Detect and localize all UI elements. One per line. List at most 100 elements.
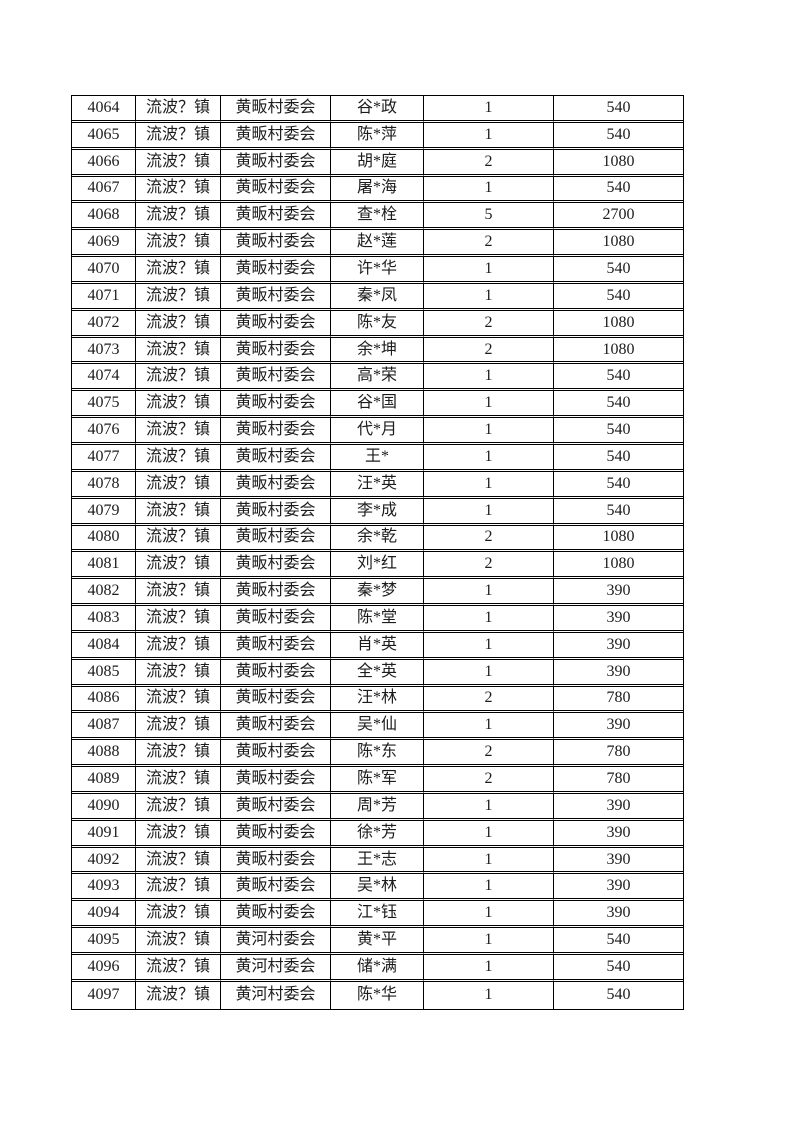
cell-serial-number: 4086: [72, 686, 136, 714]
cell-amount: 540: [554, 257, 683, 284]
table-row: 4094 流波？镇 黄畈村委会 江*钰 1 390: [72, 901, 683, 929]
cell-count: 1: [424, 820, 554, 848]
cell-amount: 1080: [554, 552, 683, 580]
cell-person-name: 陈*堂: [331, 606, 424, 633]
cell-amount: 540: [554, 472, 683, 499]
cell-person-name: 谷*政: [331, 96, 424, 123]
cell-village-committee: 黄畈村委会: [221, 659, 331, 687]
table-row: 4086 流波？镇 黄畈村委会 汪*林 2 780: [72, 686, 683, 714]
cell-person-name: 胡*庭: [331, 149, 424, 177]
cell-town: 流波？镇: [136, 176, 221, 204]
cell-serial-number: 4078: [72, 471, 136, 499]
cell-town: 流波？镇: [136, 96, 221, 123]
cell-person-name: 江*钰: [331, 901, 424, 929]
cell-count: 2: [424, 149, 554, 177]
cell-village-committee: 黄畈村委会: [221, 847, 331, 875]
cell-person-name: 储*满: [331, 955, 424, 982]
cell-serial-number: 4092: [72, 847, 136, 875]
table-row: 4067 流波？镇 黄畈村委会 屠*海 1 540: [72, 176, 683, 204]
table-row: 4077 流波？镇 黄畈村委会 王* 1 540: [72, 444, 683, 472]
cell-person-name: 汪*林: [331, 686, 424, 714]
cell-serial-number: 4074: [72, 364, 136, 392]
cell-serial-number: 4091: [72, 820, 136, 848]
cell-serial-number: 4080: [72, 525, 136, 553]
cell-serial-number: 4069: [72, 230, 136, 258]
cell-village-committee: 黄畈村委会: [221, 874, 331, 902]
cell-town: 流波？镇: [136, 122, 221, 150]
table-row: 4068 流波？镇 黄畈村委会 查*栓 5 2700: [72, 203, 683, 231]
table-row: 4087 流波？镇 黄畈村委会 吴*仙 1 390: [72, 713, 683, 741]
cell-serial-number: 4082: [72, 579, 136, 607]
table-row: 4082 流波？镇 黄畈村委会 秦*梦 1 390: [72, 579, 683, 607]
cell-village-committee: 黄畈村委会: [221, 203, 331, 231]
cell-person-name: 秦*凤: [331, 283, 424, 311]
cell-village-committee: 黄畈村委会: [221, 820, 331, 848]
cell-town: 流波？镇: [136, 847, 221, 875]
cell-village-committee: 黄畈村委会: [221, 310, 331, 338]
cell-town: 流波？镇: [136, 418, 221, 445]
cell-person-name: 余*坤: [331, 337, 424, 365]
cell-person-name: 余*乾: [331, 525, 424, 553]
cell-count: 1: [424, 659, 554, 687]
cell-village-committee: 黄畈村委会: [221, 579, 331, 607]
cell-serial-number: 4067: [72, 176, 136, 204]
cell-person-name: 屠*海: [331, 176, 424, 204]
table-row: 4079 流波？镇 黄畈村委会 李*成 1 540: [72, 498, 683, 526]
cell-amount: 390: [554, 633, 683, 660]
cell-count: 2: [424, 337, 554, 365]
cell-village-committee: 黄畈村委会: [221, 96, 331, 123]
cell-serial-number: 4097: [72, 981, 136, 1009]
table-row: 4096 流波？镇 黄河村委会 储*满 1 540: [72, 955, 683, 982]
cell-count: 1: [424, 901, 554, 929]
cell-village-committee: 黄畈村委会: [221, 471, 331, 499]
table-row: 4069 流波？镇 黄畈村委会 赵*莲 2 1080: [72, 230, 683, 258]
cell-village-committee: 黄畈村委会: [221, 230, 331, 258]
cell-serial-number: 4065: [72, 122, 136, 150]
cell-count: 1: [424, 606, 554, 633]
table-row: 4083 流波？镇 黄畈村委会 陈*堂 1 390: [72, 606, 683, 633]
cell-amount: 1080: [554, 338, 683, 365]
cell-village-committee: 黄畈村委会: [221, 793, 331, 821]
cell-count: 1: [424, 96, 554, 123]
cell-person-name: 高*荣: [331, 364, 424, 392]
cell-village-committee: 黄畈村委会: [221, 122, 331, 150]
cell-serial-number: 4073: [72, 337, 136, 365]
cell-person-name: 王*: [331, 444, 424, 472]
cell-count: 1: [424, 283, 554, 311]
cell-count: 1: [424, 579, 554, 607]
cell-amount: 540: [554, 418, 683, 445]
cell-person-name: 谷*国: [331, 391, 424, 419]
cell-amount: 540: [554, 391, 683, 419]
cell-amount: 540: [606, 986, 631, 1004]
cell-town: 流波？镇: [136, 552, 221, 580]
cell-person-name: 陈*华: [331, 981, 424, 1009]
cell-village-committee: 黄畈村委会: [221, 364, 331, 392]
cell-village-committee: 黄河村委会: [221, 928, 331, 955]
cell-person-name: 刘*红: [331, 552, 424, 580]
cell-town: 流波？镇: [136, 901, 221, 929]
cell-amount: 1080: [554, 230, 683, 258]
cell-village-committee: 黄畈村委会: [221, 606, 331, 633]
cell-count: 1: [424, 498, 554, 526]
cell-village-committee: 黄畈村委会: [221, 176, 331, 204]
cell-count: 1: [424, 632, 554, 660]
cell-amount: 390: [554, 660, 683, 687]
cell-town: 流波？镇: [136, 686, 221, 714]
cell-village-committee: 黄畈村委会: [221, 901, 331, 929]
cell-amount: 390: [554, 848, 683, 875]
cell-serial-number: 4094: [72, 901, 136, 929]
cell-serial-number: 4084: [72, 632, 136, 660]
table-row: 4072 流波？镇 黄畈村委会 陈*友 2 1080: [72, 310, 683, 338]
table-row: 4070 流波？镇 黄畈村委会 许*华 1 540: [72, 257, 683, 284]
cell-village-committee: 黄畈村委会: [221, 498, 331, 526]
cell-village-committee: 黄畈村委会: [221, 686, 331, 714]
cell-amount: 390: [554, 713, 683, 741]
cell-town: 流波？镇: [136, 364, 221, 392]
cell-village-committee: 黄畈村委会: [221, 632, 331, 660]
cell-count: 2: [424, 740, 554, 768]
cell-count: 1: [424, 364, 554, 392]
cell-serial-number: 4071: [72, 283, 136, 311]
cell-amount: 540: [554, 955, 683, 982]
cell-town: 流波？镇: [136, 955, 221, 982]
cell-town: 流波？镇: [136, 740, 221, 768]
